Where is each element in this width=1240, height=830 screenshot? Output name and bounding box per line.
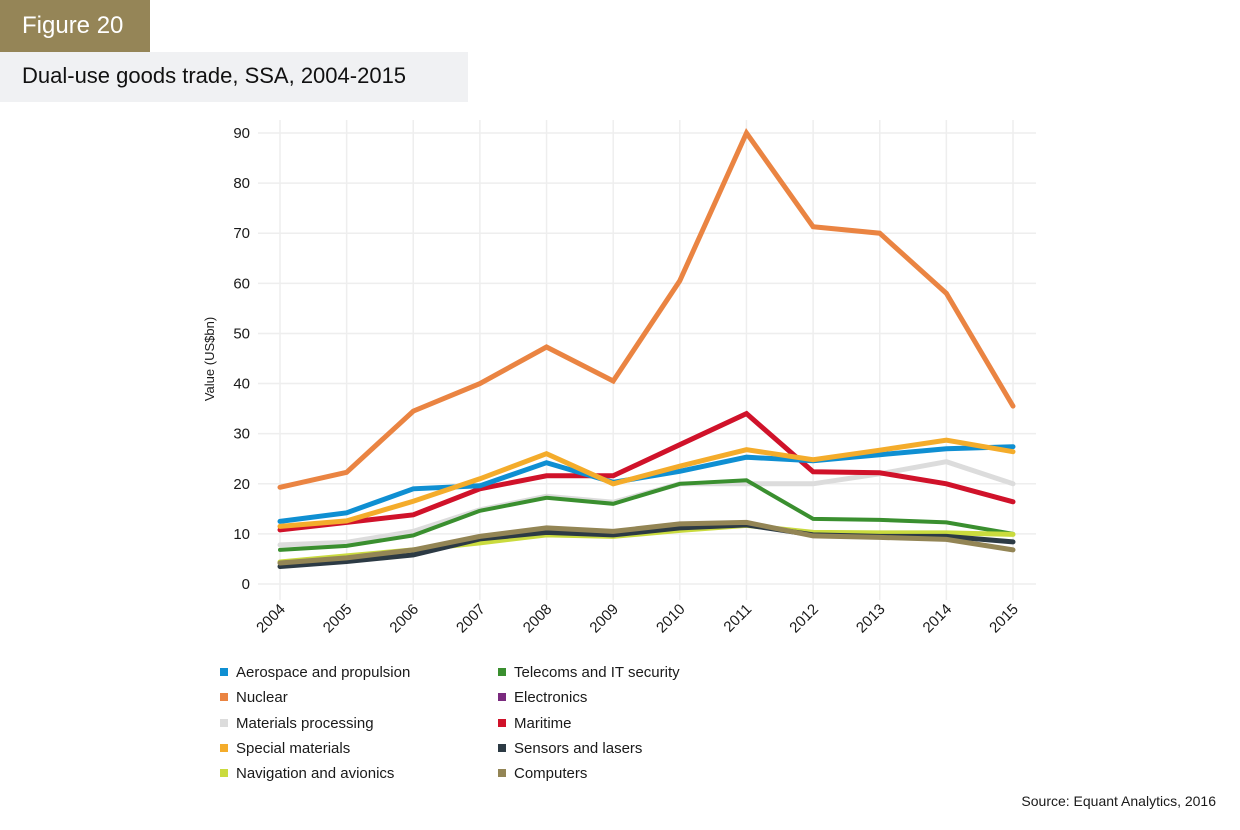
legend-swatch-icon [498, 718, 506, 727]
y-tick-label: 10 [233, 526, 250, 543]
legend-label: Electronics [514, 689, 588, 707]
series-line-computers [277, 519, 1016, 566]
chart-title: Dual-use goods trade, SSA, 2004-2015 [0, 52, 468, 102]
x-tick-label: 2015 [986, 601, 1022, 637]
series-line-maritime [277, 410, 1016, 533]
y-tick-label: 90 [233, 125, 250, 142]
legend-swatch-icon [498, 743, 506, 752]
legend-item: Materials processing [220, 715, 374, 732]
x-tick-label: 2005 [320, 601, 356, 637]
y-tick-label: 0 [242, 576, 250, 593]
y-tick-label: 20 [233, 476, 250, 493]
x-tick-label: 2004 [253, 601, 289, 637]
y-axis-title: Value (US$bn) [202, 317, 217, 401]
legend-label: Special materials [236, 739, 351, 757]
legend-item: Aerospace and propulsion [220, 664, 410, 681]
legend-item: Navigation and avionics [220, 765, 394, 782]
legend-label: Sensors and lasers [514, 739, 643, 757]
x-tick-label: 2012 [786, 601, 822, 637]
legend-swatch-icon [220, 693, 228, 702]
legend-item: Telecoms and IT security [498, 664, 680, 681]
legend-swatch-icon [498, 668, 506, 676]
legend-label: Telecoms and IT security [514, 664, 680, 681]
y-tick-label: 40 [233, 376, 250, 393]
legend-label: Materials processing [236, 714, 374, 732]
y-tick-label: 80 [233, 175, 250, 192]
legend-item: Special materials [220, 740, 350, 757]
legend-swatch-icon [498, 693, 506, 702]
legend-swatch-icon [220, 743, 228, 752]
legend-label: Computers [514, 765, 588, 783]
x-tick-label: 2010 [653, 601, 689, 637]
x-tick-label: 2006 [386, 601, 422, 637]
legend-item: Computers [498, 765, 587, 782]
series-line-telecoms-and-it-security [278, 478, 1015, 552]
x-tick-label: 2007 [453, 601, 489, 637]
figure-label: Figure 20 [0, 0, 150, 52]
legend-swatch-icon [498, 769, 506, 778]
legend-label: Aerospace and propulsion [236, 664, 411, 681]
series-line-nuclear [277, 128, 1016, 490]
legend-item: Electronics [498, 689, 587, 706]
x-tick-label: 2008 [520, 601, 556, 637]
legend-label: Nuclear [236, 689, 288, 707]
y-tick-label: 30 [233, 426, 250, 443]
x-tick-label: 2009 [586, 601, 622, 637]
legend-item: Maritime [498, 715, 572, 732]
x-tick-label: 2013 [853, 601, 889, 637]
source-note: Source: Equant Analytics, 2016 [1021, 793, 1216, 809]
series-lines [277, 128, 1016, 569]
y-tick-label: 70 [233, 225, 250, 242]
legend-swatch-icon [220, 769, 228, 778]
legend-item: Sensors and lasers [498, 740, 642, 757]
legend-swatch-icon [220, 668, 228, 676]
legend-swatch-icon [220, 718, 228, 727]
series-line-special-materials [277, 437, 1016, 529]
y-axis-ticks: 0 10 20 30 40 50 60 70 80 90 [233, 125, 250, 593]
x-tick-label: 2014 [920, 601, 956, 637]
legend-item: Nuclear [220, 689, 288, 706]
y-tick-label: 50 [233, 325, 250, 342]
y-tick-label: 60 [233, 275, 250, 292]
legend-label: Maritime [514, 714, 572, 732]
x-axis-ticks: 2004 2005 2006 2007 2008 2009 2010 2011 2012 2013… [253, 601, 1022, 637]
legend-label: Navigation and avionics [236, 765, 395, 783]
x-tick-label: 2011 [720, 601, 755, 636]
